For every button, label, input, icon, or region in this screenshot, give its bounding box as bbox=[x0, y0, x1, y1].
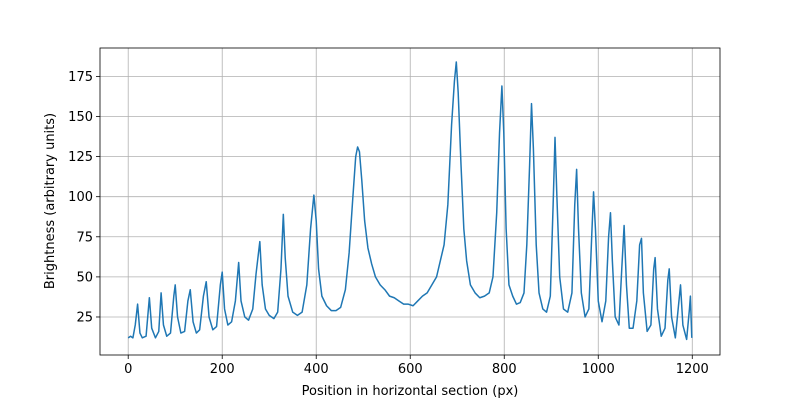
x-tick-label: 400 bbox=[304, 362, 329, 377]
x-tick-label: 1000 bbox=[582, 362, 615, 377]
y-tick-label: 50 bbox=[76, 270, 93, 285]
x-tick-label: 200 bbox=[210, 362, 235, 377]
x-tick-label: 0 bbox=[124, 362, 132, 377]
y-tick-label: 150 bbox=[68, 110, 93, 125]
y-tick-label: 75 bbox=[76, 230, 93, 245]
x-tick-label: 800 bbox=[492, 362, 517, 377]
y-tick-label: 175 bbox=[68, 70, 93, 85]
x-tick-label: 1200 bbox=[676, 362, 709, 377]
data-line bbox=[127, 61, 693, 341]
y-tick-label: 100 bbox=[68, 190, 93, 205]
x-tick-label: 600 bbox=[398, 362, 423, 377]
x-axis-label: Position in horizontal section (px) bbox=[302, 384, 519, 399]
plot-frame bbox=[99, 47, 721, 356]
y-tick-label: 125 bbox=[68, 150, 93, 165]
y-tick-label: 25 bbox=[76, 310, 93, 325]
y-axis-label: Brightness (arbitrary units) bbox=[43, 113, 58, 289]
